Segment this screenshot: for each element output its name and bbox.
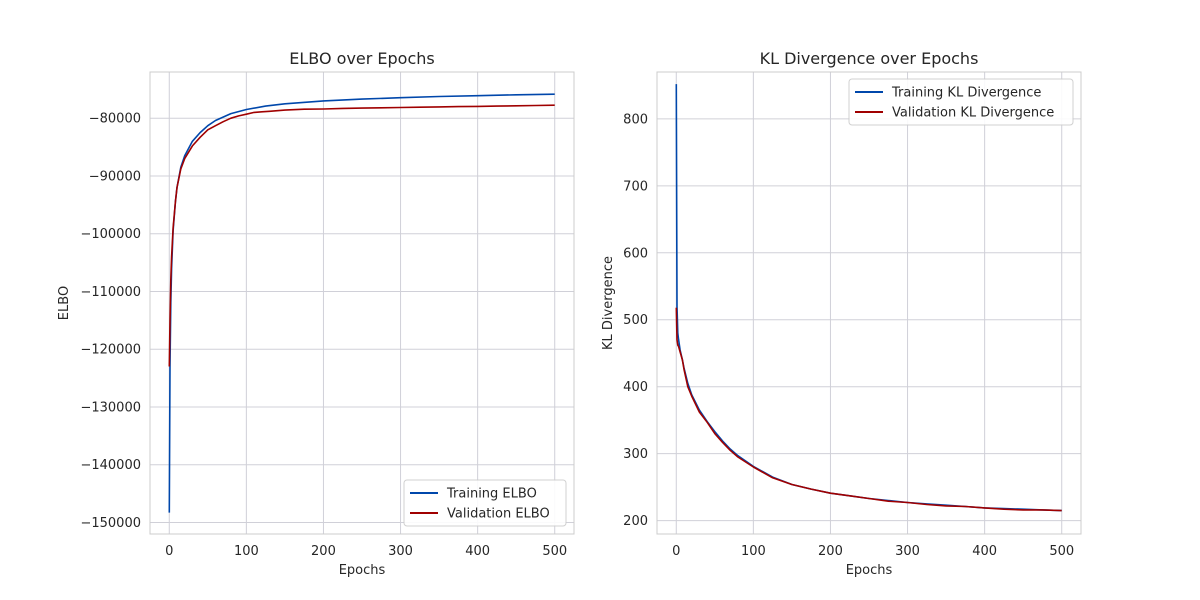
chart-2-series-line-2 [675,307,1062,512]
chart-1-series-line-2 [168,104,555,367]
chart-1-x-tick-label: 100 [234,544,259,559]
chart-2-y-tick-label: 200 [623,514,648,529]
chart-2-legend-label: Validation KL Divergence [892,106,1054,121]
chart-1-legend-box [403,479,567,527]
chart-1-plot-frame [149,71,575,535]
chart-1-legend-label: Training ELBO [446,487,537,502]
chart-1-y-axis-label: ELBO [57,286,72,320]
chart-2-y-tick-label: 500 [623,313,648,328]
chart-1-x-tick-label: 300 [388,544,413,559]
chart-1-y-tick-label: −80000 [89,112,141,127]
chart-2-x-tick-label: 100 [741,544,766,559]
chart-1-x-tick-label: 500 [542,544,567,559]
chart-1-y-tick-label: −130000 [80,400,141,415]
chart-2-y-tick-label: 700 [623,179,648,194]
chart-2-legend-label: Training KL Divergence [891,86,1041,101]
chart-1-title: ELBO over Epochs [289,49,435,68]
chart-1-y-tick-label: −90000 [89,169,141,184]
chart-2-y-tick-label: 400 [623,380,648,395]
chart-panel-1: 0 100 200 300 400 500 −150000 −140000 −130000 −12… [57,49,575,578]
chart-2-plot-frame [656,71,1082,535]
chart-2-x-axis-label: Epochs [846,563,893,578]
chart-2-y-tick-label: 300 [623,447,648,462]
chart-1-x-axis-label: Epochs [339,563,386,578]
chart-2-series-line-1 [675,84,1062,512]
chart-1-y-tick-label: −110000 [80,285,141,300]
chart-2-x-tick-label: 500 [1049,544,1074,559]
chart-1-x-tick-label: 0 [165,544,173,559]
chart-1-x-tick-label: 200 [311,544,336,559]
chart-2-legend-box [848,78,1074,126]
chart-2-legend: Training KL Divergence Validation KL Dive… [848,78,1074,126]
chart-2-x-tick-label: 200 [818,544,843,559]
chart-2-y-axis-label: KL Divergence [601,256,616,350]
chart-1-x-tick-label: 400 [465,544,490,559]
chart-1-y-tick-label: −120000 [80,343,141,358]
chart-2-x-tick-label: 0 [672,544,680,559]
chart-1-y-tick-label: −140000 [80,458,141,473]
chart-1-y-tick-label: −100000 [80,227,141,242]
chart-1-series-line-1 [168,93,555,513]
chart-2-title: KL Divergence over Epochs [760,49,979,68]
chart-1-legend-label: Validation ELBO [447,507,550,522]
chart-1-y-tick-label: −150000 [80,516,141,531]
chart-2-y-tick-label: 800 [623,112,648,127]
chart-2-y-tick-label: 600 [623,246,648,261]
chart-2-x-tick-label: 300 [895,544,920,559]
chart-2-x-tick-label: 400 [972,544,997,559]
chart-panel-2: 0 100 200 300 400 500 200 300 400 500 600 700 800 KL … [601,49,1082,578]
chart-1-legend: Training ELBO Validation ELBO [403,479,567,527]
